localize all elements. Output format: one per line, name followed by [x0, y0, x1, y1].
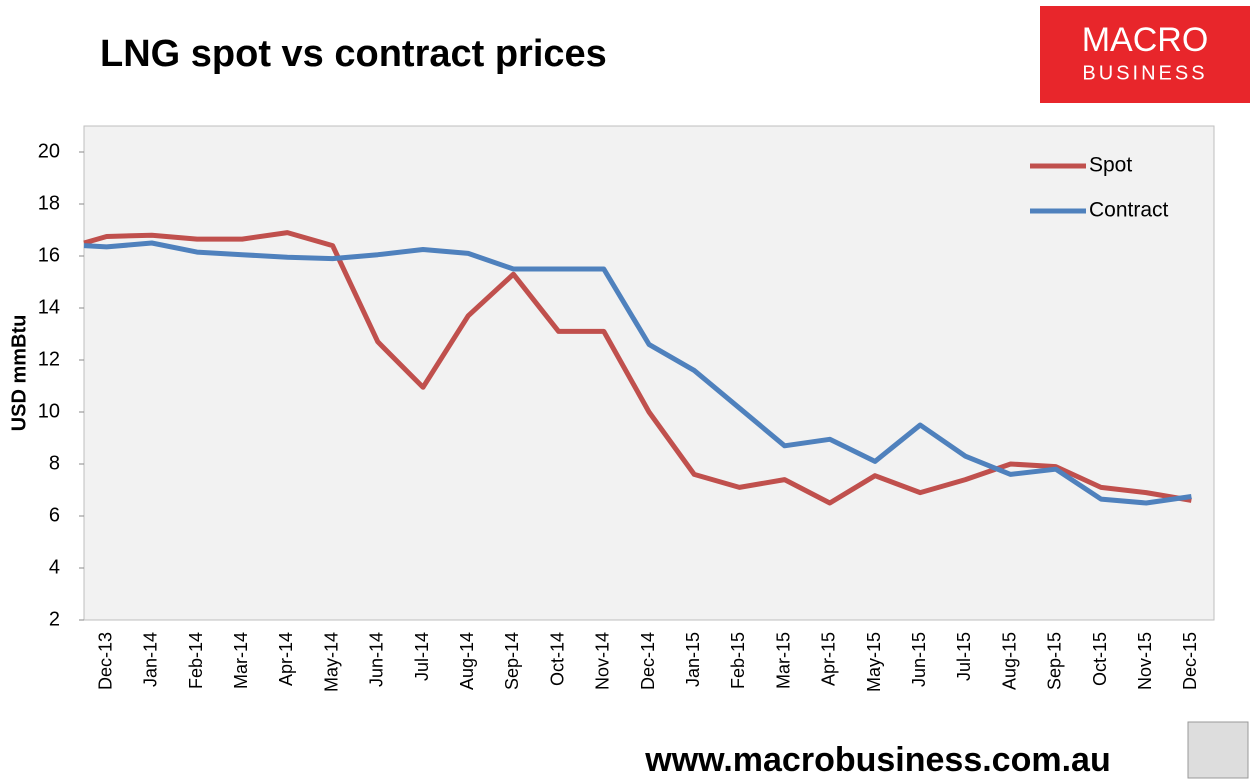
x-tick-label: Oct-15 — [1090, 632, 1110, 686]
logo-icon — [1187, 721, 1249, 779]
x-tick-label: Feb-14 — [186, 632, 206, 689]
x-tick-label: Apr-15 — [819, 632, 839, 686]
plot-area — [83, 125, 1215, 621]
y-tick-label: 20 — [38, 140, 60, 162]
x-tick-label: Jul-14 — [412, 632, 432, 681]
x-tick-label: Sep-15 — [1045, 632, 1065, 690]
brand-top: MACRO — [1082, 21, 1209, 59]
series-line — [83, 240, 1192, 506]
x-tick-label: Dec-13 — [95, 632, 115, 690]
y-tick-label: 4 — [49, 556, 60, 578]
y-tick-label: 6 — [49, 504, 60, 526]
x-tick-label: Dec-15 — [1180, 632, 1200, 690]
y-tick-label: 14 — [38, 296, 60, 318]
x-tick-label: Nov-15 — [1135, 632, 1155, 690]
x-tick-label: Feb-15 — [728, 632, 748, 689]
y-tick-label: 8 — [49, 452, 60, 474]
series-line — [83, 230, 1192, 506]
brand-box — [1040, 6, 1250, 103]
x-tick-label: Jan-15 — [683, 632, 703, 687]
y-tick-label: 16 — [38, 244, 60, 266]
y-tick-label: 12 — [38, 348, 60, 370]
footer: www.macrobusiness.com.au — [644, 741, 1110, 779]
x-tick-label: Jun-15 — [909, 632, 929, 687]
y-axis-label: USD mmBtu — [8, 315, 30, 432]
x-tick-label: Aug-15 — [999, 632, 1019, 690]
x-tick-label: Jul-15 — [954, 632, 974, 681]
x-tick-label: Jan-14 — [141, 632, 161, 687]
x-tick-label: Apr-14 — [276, 632, 296, 686]
x-tick-label: Mar-14 — [231, 632, 251, 689]
y-tick-label: 2 — [49, 608, 60, 630]
x-tick-label: May-15 — [864, 632, 884, 692]
x-tick-label: Mar-15 — [773, 632, 793, 689]
x-tick-label: May-14 — [321, 632, 341, 692]
x-tick-label: Nov-14 — [593, 632, 613, 690]
x-tick-label: Sep-14 — [502, 632, 522, 690]
x-tick-label: Aug-14 — [457, 632, 477, 690]
x-tick-label: Dec-14 — [638, 632, 658, 690]
y-tick-label: 18 — [38, 192, 60, 214]
chart-title: LNG spot vs contract prices — [100, 33, 607, 75]
brand-bottom: BUSINESS — [1082, 62, 1207, 84]
y-tick-label: 10 — [38, 400, 60, 422]
x-tick-label: Jun-14 — [367, 632, 387, 687]
legend-label: Contract — [1089, 199, 1169, 222]
x-tick-label: Oct-14 — [547, 632, 567, 686]
legend-label: Spot — [1089, 154, 1132, 177]
